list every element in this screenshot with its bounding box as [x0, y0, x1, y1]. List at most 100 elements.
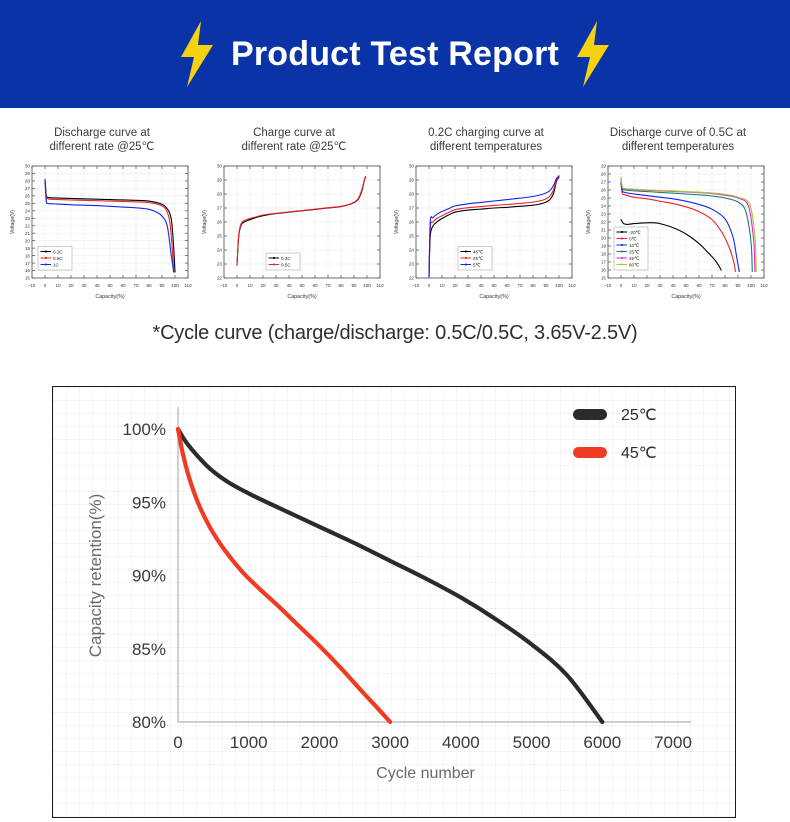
- svg-text:80: 80: [146, 283, 152, 288]
- svg-text:10: 10: [631, 283, 637, 288]
- svg-text:Voltage(V): Voltage(V): [202, 210, 208, 234]
- svg-text:70: 70: [133, 283, 139, 288]
- svg-text:19: 19: [601, 244, 607, 249]
- svg-text:50: 50: [107, 283, 113, 288]
- svg-text:Voltage(V): Voltage(V): [10, 210, 16, 234]
- svg-text:17: 17: [25, 261, 31, 266]
- svg-text:0: 0: [44, 283, 47, 288]
- svg-text:90: 90: [543, 283, 549, 288]
- svg-text:27: 27: [217, 206, 223, 211]
- x-axis-tick-label: 1000: [230, 733, 268, 752]
- svg-text:25℃: 25℃: [473, 256, 484, 261]
- svg-text:30: 30: [465, 283, 471, 288]
- svg-text:10℃: 10℃: [629, 243, 640, 248]
- y-axis-tick-label: 80%: [132, 713, 166, 732]
- svg-text:Voltage(V): Voltage(V): [586, 210, 592, 234]
- svg-text:-10: -10: [413, 283, 420, 288]
- svg-text:27: 27: [409, 206, 415, 211]
- svg-text:25: 25: [217, 234, 223, 239]
- mini-chart-discharge-temps: Discharge curve of 0.5C at different tem…: [582, 126, 774, 308]
- svg-text:50: 50: [683, 283, 689, 288]
- page-header-banner: Product Test Report: [0, 0, 790, 108]
- svg-text:100: 100: [555, 283, 563, 288]
- svg-text:60℃: 60℃: [629, 262, 640, 267]
- svg-text:0.2C: 0.2C: [281, 256, 291, 261]
- svg-text:20: 20: [68, 283, 74, 288]
- svg-text:24: 24: [25, 209, 31, 214]
- svg-text:16: 16: [25, 268, 31, 273]
- y-axis-title: Capacity retention(%): [86, 494, 105, 657]
- svg-text:20: 20: [25, 238, 31, 243]
- svg-text:29: 29: [601, 164, 607, 169]
- svg-text:0℃: 0℃: [629, 236, 638, 241]
- svg-text:26: 26: [217, 220, 223, 225]
- legend-swatch: [573, 447, 607, 458]
- mini-chart-charge-rate: Charge curve at different rate @25℃ -10 0…: [198, 126, 390, 308]
- svg-text:100: 100: [747, 283, 755, 288]
- mini-chart-title: 0.2C charging curve at different tempera…: [428, 127, 544, 153]
- svg-text:0: 0: [620, 283, 623, 288]
- mini-plot-area: -10 0 10 20 30 40 50 60 70 80 90 100 110 22 23 24 25 26 27…: [390, 160, 582, 308]
- svg-text:28: 28: [217, 192, 223, 197]
- legend-label: 25℃: [621, 407, 657, 424]
- y-axis-tick-label: 85%: [132, 640, 166, 659]
- svg-text:45℃: 45℃: [473, 249, 484, 254]
- legend-label: 45℃: [621, 445, 657, 462]
- svg-text:28: 28: [25, 179, 31, 184]
- svg-text:26: 26: [409, 220, 415, 225]
- svg-text:10: 10: [55, 283, 61, 288]
- svg-text:30: 30: [25, 164, 31, 169]
- y-axis-tick-label: 90%: [132, 567, 166, 586]
- svg-text:29: 29: [217, 178, 223, 183]
- mini-plot-area: -10 0 10 20 30 40 50 60 70 80 90 100 110 15 16 17 18 19 20…: [582, 160, 774, 308]
- mini-chart-charging-temps: 0.2C charging curve at different tempera…: [390, 126, 582, 308]
- svg-text:60: 60: [696, 283, 702, 288]
- lightning-bolt-icon-left: [180, 21, 213, 87]
- svg-text:20: 20: [452, 283, 458, 288]
- svg-text:0.2C: 0.2C: [53, 249, 63, 254]
- small-charts-row: Discharge curve at different rate @25℃ -…: [0, 108, 790, 308]
- y-axis-tick-label: 100%: [123, 420, 166, 439]
- svg-text:25: 25: [601, 196, 607, 201]
- series-line-45℃: [175, 426, 393, 725]
- x-axis-tick-label: 4000: [442, 733, 480, 752]
- svg-text:10: 10: [439, 283, 445, 288]
- svg-text:25: 25: [409, 234, 415, 239]
- svg-text:23: 23: [601, 212, 607, 217]
- svg-text:45℃: 45℃: [629, 256, 640, 261]
- mini-chart-title: Discharge curve at different rate @25℃: [49, 127, 155, 153]
- svg-text:21: 21: [25, 231, 31, 236]
- svg-text:23: 23: [409, 262, 415, 267]
- svg-text:25℃: 25℃: [629, 249, 640, 254]
- x-axis-tick-label: 6000: [583, 733, 621, 752]
- svg-text:18: 18: [601, 252, 607, 257]
- svg-text:-10: -10: [29, 283, 36, 288]
- svg-text:22: 22: [217, 276, 223, 281]
- svg-text:70: 70: [325, 283, 331, 288]
- mini-plot-area: -10 0 10 20 30 40 50 60 70 80 90 100 110 15 16 17 18 19 20…: [6, 160, 198, 308]
- svg-text:1C: 1C: [53, 262, 60, 267]
- svg-text:24: 24: [409, 248, 415, 253]
- svg-text:40: 40: [94, 283, 100, 288]
- svg-text:21: 21: [601, 228, 607, 233]
- svg-text:Capacity(%): Capacity(%): [479, 294, 509, 300]
- svg-text:40: 40: [478, 283, 484, 288]
- svg-text:Capacity(%): Capacity(%): [95, 294, 125, 300]
- svg-text:110: 110: [760, 283, 768, 288]
- svg-text:80: 80: [722, 283, 728, 288]
- svg-text:90: 90: [351, 283, 357, 288]
- mini-chart-title: Charge curve at different rate @25℃: [241, 127, 347, 153]
- svg-text:17: 17: [601, 260, 607, 265]
- svg-text:110: 110: [184, 283, 192, 288]
- y-axis-tick-label: 95%: [132, 493, 166, 512]
- page-title: Product Test Report: [230, 34, 560, 73]
- svg-text:16: 16: [601, 268, 607, 273]
- x-axis-tick-label: 0: [173, 733, 182, 752]
- svg-text:29: 29: [25, 171, 31, 176]
- svg-text:100: 100: [171, 283, 179, 288]
- svg-text:90: 90: [159, 283, 165, 288]
- svg-text:28: 28: [601, 172, 607, 177]
- svg-text:26: 26: [25, 194, 31, 199]
- cycle-curve-chart: 80% 85% 90% 95% 100% 0 1000 2000 3000 4000 5000 600…: [52, 386, 736, 818]
- svg-text:22: 22: [601, 220, 607, 225]
